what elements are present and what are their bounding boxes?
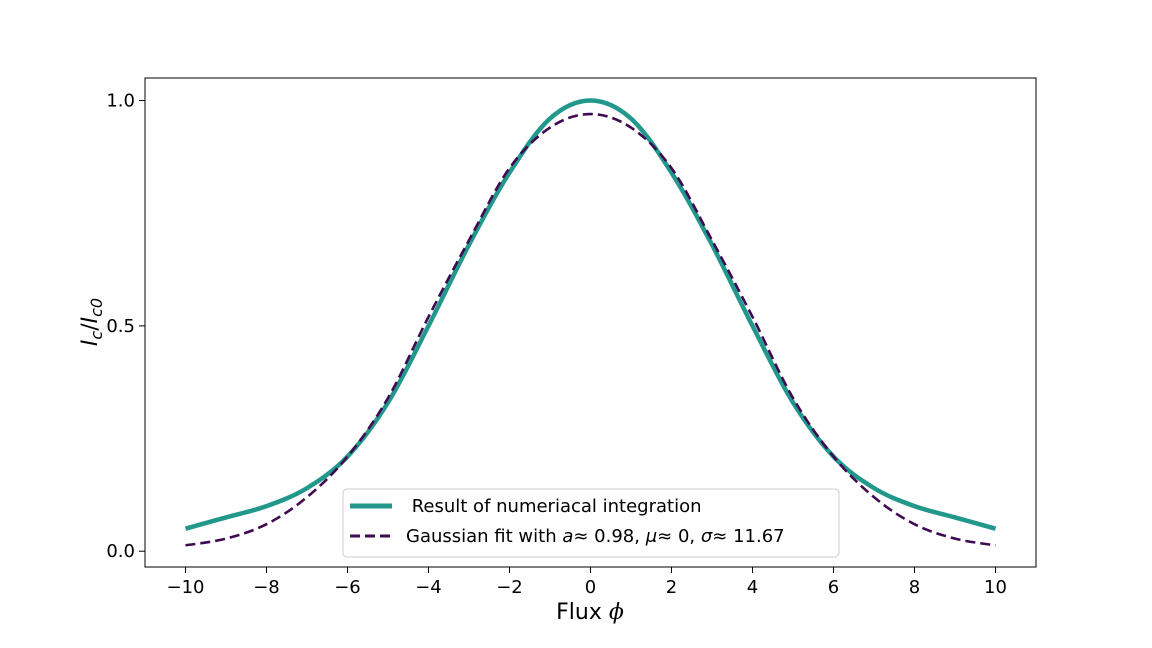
x-tick-label: 10 (984, 577, 1007, 598)
legend-frame (342, 488, 840, 558)
series-line-gaussian (185, 112, 996, 547)
plot-frame (144, 77, 1037, 568)
plot-area (184, 98, 997, 547)
x-tick-label: −4 (415, 577, 442, 598)
x-tick-label: −10 (167, 577, 205, 598)
series-line-numerical (184, 98, 997, 531)
y-tick-label: 0.0 (106, 541, 135, 562)
x-axis: −10 −8 −6 −4 −2 0 2 4 6 8 10 (167, 567, 1007, 598)
x-tick-label: −2 (496, 577, 523, 598)
legend-label-gaussian: Gaussian fit with a≈ 0.98, μ≈ 0, σ≈ 11.6… (406, 526, 785, 547)
x-tick-label: −6 (334, 577, 361, 598)
x-tick-label: 0 (585, 577, 596, 598)
legend-label-numerical: Result of numeriacal integration (406, 496, 702, 517)
x-tick-label: 4 (747, 577, 758, 598)
x-tick-label: 8 (909, 577, 920, 598)
legend: Result of numeriacal integration Gaussia… (342, 488, 840, 558)
x-axis-label: Flux ϕ (556, 600, 624, 625)
y-axis-label: Ic/Ic0 (78, 298, 106, 346)
x-tick-label: −8 (253, 577, 280, 598)
y-axis: 0.0 0.5 1.0 (106, 91, 145, 562)
x-tick-label: 6 (828, 577, 839, 598)
y-tick-label: 0.5 (106, 316, 135, 337)
x-tick-label: 2 (666, 577, 677, 598)
y-tick-label: 1.0 (106, 91, 135, 112)
